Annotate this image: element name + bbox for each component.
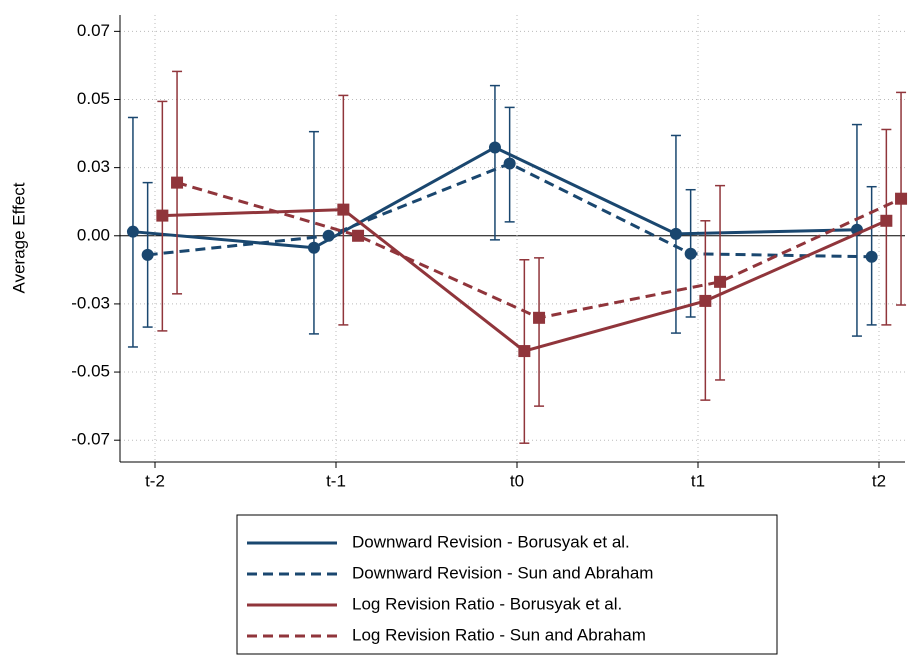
marker [307, 241, 320, 254]
marker [322, 229, 335, 242]
y-tick-label: 0.00 [77, 225, 110, 244]
y-tick-label: -0.05 [71, 362, 110, 381]
x-tick-label: t0 [510, 471, 524, 490]
x-tick-label: t2 [872, 471, 886, 490]
marker [503, 157, 516, 170]
marker [141, 248, 154, 261]
y-tick-label: -0.07 [71, 430, 110, 449]
legend-label: Log Revision Ratio - Borusyak et al. [352, 594, 622, 613]
marker [669, 227, 682, 240]
y-tick-label: 0.05 [77, 89, 110, 108]
legend-label: Downward Revision - Borusyak et al. [352, 532, 630, 551]
marker [171, 176, 184, 189]
y-tick-label: 0.03 [77, 157, 110, 176]
legend-label: Downward Revision - Sun and Abraham [352, 563, 653, 582]
marker [488, 141, 501, 154]
marker [156, 209, 169, 222]
y-tick-label: 0.07 [77, 21, 110, 40]
marker [880, 214, 893, 227]
marker [684, 247, 697, 260]
x-tick-label: t1 [691, 471, 705, 490]
legend [236, 514, 778, 655]
x-tick-label: t-2 [145, 471, 165, 490]
legend-label: Log Revision Ratio - Sun and Abraham [352, 625, 646, 644]
marker [865, 250, 878, 263]
marker [699, 294, 712, 307]
marker [352, 229, 365, 242]
marker [518, 345, 531, 358]
marker [337, 203, 350, 216]
y-tick-label: -0.03 [71, 293, 110, 312]
marker [126, 225, 139, 238]
marker [714, 275, 727, 288]
y-axis-label: Average Effect [9, 182, 28, 293]
x-tick-label: t-1 [326, 471, 346, 490]
marker [895, 192, 908, 205]
marker [533, 311, 546, 324]
